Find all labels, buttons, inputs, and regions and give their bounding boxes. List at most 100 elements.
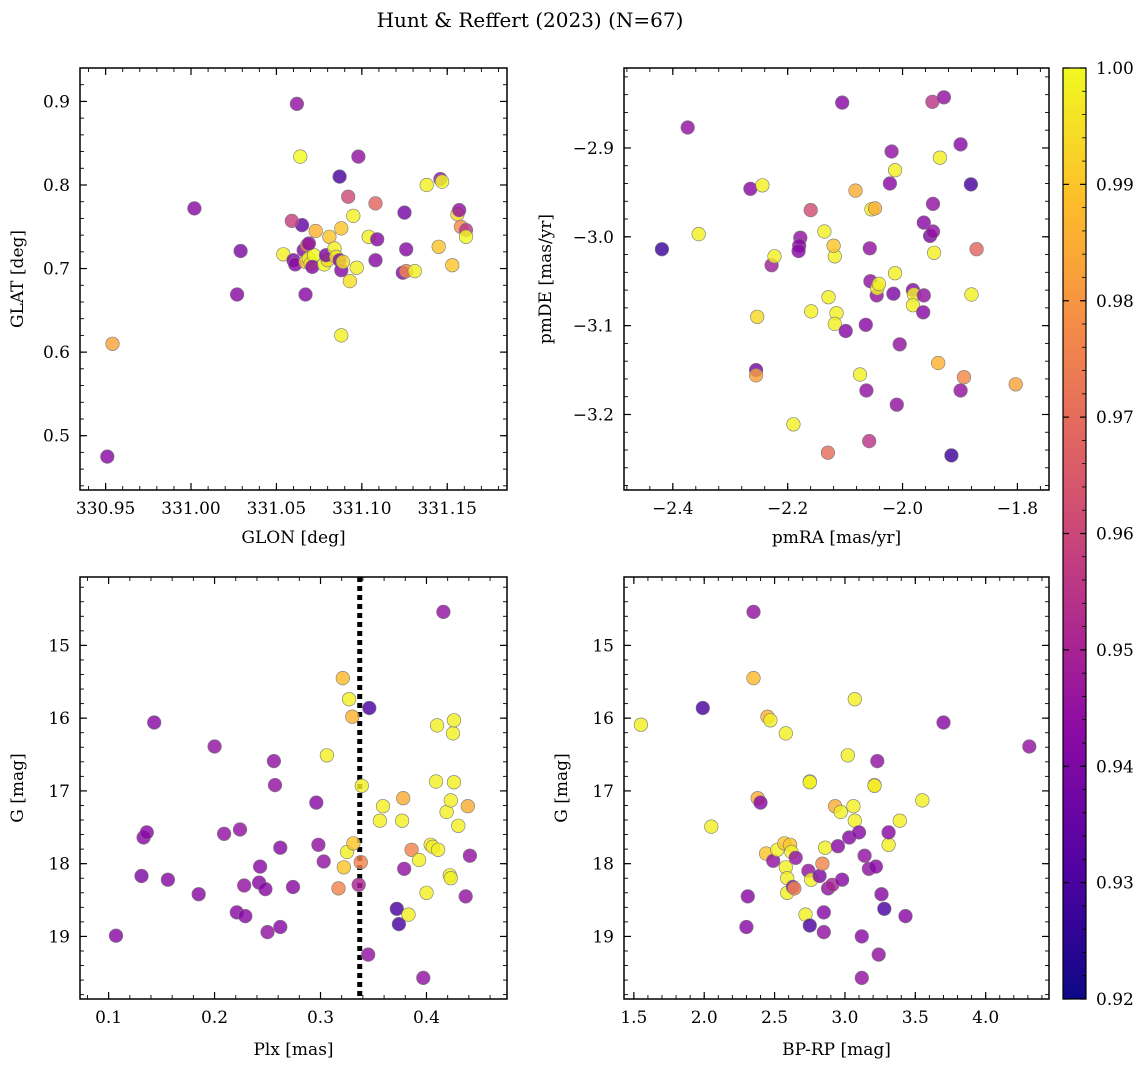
- data-point: [253, 859, 268, 874]
- x-tick-label: 2.0: [691, 1008, 718, 1028]
- x-tick-label: −2.2: [767, 499, 808, 519]
- data-point: [428, 774, 444, 789]
- data-point: [763, 713, 778, 728]
- panel-top-right: −2.4 −2.2 −2.0 −1.8 −3.2 −3.1 −3.0 −2.9 pmRA [m…: [536, 67, 1050, 548]
- data-point: [416, 970, 431, 986]
- y-tick-label: 19: [48, 927, 70, 947]
- plot-frame: [79, 576, 508, 1000]
- data-point: [746, 670, 761, 686]
- colorbar-tick-label: 0.97: [1096, 408, 1134, 428]
- x-tick-label: 0.4: [413, 1008, 440, 1028]
- data-point: [335, 254, 351, 269]
- data-point: [375, 799, 391, 814]
- data-point: [237, 878, 252, 893]
- data-point: [767, 249, 782, 264]
- data-point: [884, 144, 899, 159]
- data-point: [877, 901, 892, 916]
- x-axis-label: BP-RP [mag]: [782, 1040, 891, 1060]
- y-tick-label: 17: [592, 782, 614, 802]
- data-point: [273, 919, 288, 935]
- data-point: [830, 839, 846, 854]
- data-point: [397, 861, 412, 876]
- data-point: [743, 181, 758, 196]
- y-axis-label: GLAT [deg]: [8, 230, 28, 328]
- y-tick-label: 0.5: [43, 427, 70, 447]
- data-point: [740, 889, 755, 904]
- y-tick-label: 16: [592, 709, 614, 729]
- data-point: [309, 795, 324, 810]
- data-point: [443, 793, 458, 808]
- data-point: [915, 793, 930, 808]
- data-point: [260, 924, 275, 940]
- data-point: [334, 328, 349, 343]
- data-point: [458, 889, 473, 904]
- y-tick-label: 16: [48, 709, 70, 729]
- data-point: [217, 826, 232, 841]
- x-tick-label: 331.10: [332, 499, 391, 519]
- data-point: [451, 818, 466, 833]
- data-point: [370, 232, 385, 247]
- data-point: [750, 309, 765, 324]
- data-point: [430, 718, 445, 733]
- data-point: [147, 715, 162, 730]
- x-tick-label: 330.95: [76, 499, 135, 519]
- data-point: [232, 822, 248, 837]
- data-point: [341, 189, 356, 204]
- plot-frame: [79, 67, 508, 491]
- data-point: [791, 243, 806, 259]
- data-point: [862, 434, 877, 449]
- x-tick-label: 1.5: [620, 1008, 647, 1028]
- data-point: [308, 223, 323, 239]
- data-point: [803, 203, 818, 218]
- data-point: [838, 323, 853, 339]
- data-point: [868, 859, 884, 874]
- data-point: [964, 287, 979, 302]
- data-point: [332, 169, 347, 184]
- data-point: [887, 163, 903, 178]
- data-point: [311, 837, 326, 852]
- data-point: [802, 918, 817, 933]
- data-point: [936, 715, 951, 730]
- panel-bottom-left: 0.1 0.2 0.3 0.4 15 16 17 18 19 Plx [mas] G [mag]: [8, 576, 508, 1060]
- data-point: [266, 753, 282, 769]
- data-point: [871, 947, 886, 962]
- data-point: [786, 417, 801, 432]
- colorbar-tick-label: 1.00: [1096, 59, 1134, 79]
- x-tick-label: 0.2: [201, 1008, 228, 1028]
- colorbar-tick-label: 0.99: [1096, 175, 1134, 195]
- data-point: [1022, 739, 1037, 754]
- x-axis-label: Plx [mas]: [253, 1040, 333, 1060]
- y-tick-label: −3.2: [573, 405, 614, 425]
- data-point: [691, 227, 706, 242]
- data-point: [346, 208, 361, 223]
- data-point: [335, 670, 350, 686]
- data-point: [840, 748, 855, 763]
- data-point: [898, 908, 913, 924]
- data-point: [858, 317, 873, 332]
- data-point: [680, 120, 695, 135]
- data-point: [847, 692, 862, 707]
- y-tick-label: 15: [592, 636, 614, 656]
- data-point: [401, 907, 416, 922]
- data-point: [817, 224, 832, 239]
- colorbar-tick-label: 0.95: [1096, 641, 1134, 661]
- data-point: [458, 229, 474, 244]
- data-point: [804, 304, 819, 319]
- data-point: [293, 149, 308, 164]
- data-point: [233, 243, 248, 259]
- data-point: [419, 885, 434, 900]
- data-point: [739, 919, 754, 935]
- data-point: [395, 813, 410, 828]
- data-point: [298, 287, 313, 302]
- colorbar-tick-label: 0.96: [1096, 525, 1134, 545]
- panel-top-left: 330.95 331.00 331.05 331.10 331.15 0.5 0.6 0.7 0…: [8, 67, 508, 548]
- data-point: [854, 929, 869, 944]
- y-tick-label: 19: [592, 927, 614, 947]
- data-point: [892, 813, 907, 828]
- data-point: [301, 236, 317, 251]
- colorbar-tick-label: 0.92: [1096, 990, 1134, 1010]
- data-point: [289, 96, 305, 111]
- y-tick-label: 0.7: [43, 260, 70, 280]
- x-tick-label: −2.0: [882, 499, 923, 519]
- data-point: [354, 778, 369, 793]
